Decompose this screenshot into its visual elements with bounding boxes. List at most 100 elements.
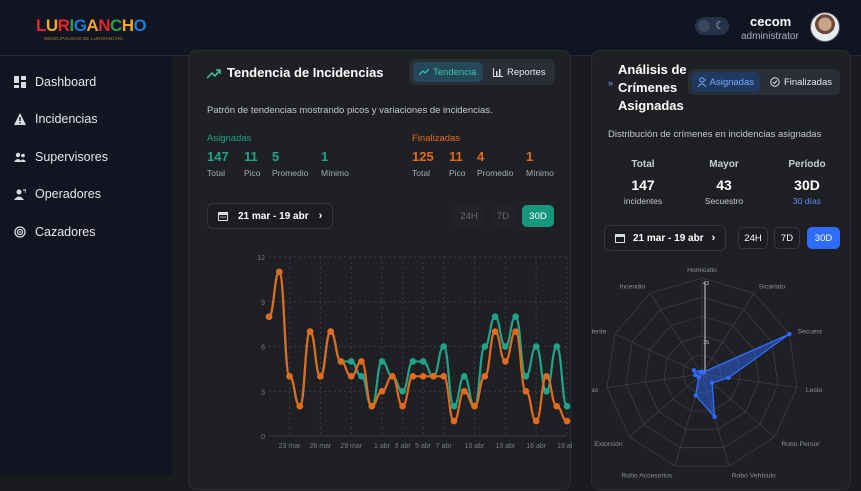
x-tick-label: 5 abr [415,443,432,450]
radar-axis-label: Robo Accesorios [621,473,673,480]
radar-spoke [701,373,775,438]
chevron-icon: » [608,78,614,88]
data-point [532,343,540,350]
radar-point [691,368,697,373]
app-logo[interactable]: LURIGANCHO MUNICIPALIDAD DE LURIGANCHO [36,14,147,44]
finalized-total: 125 [412,149,434,164]
assigned-min: 1 [321,149,329,164]
data-point [358,373,365,380]
data-point [378,358,386,365]
data-point [409,358,417,365]
radar-axis-label: Lesio [806,387,822,394]
trend-line-chart: 0 3 6 9 12 23 mar 26 mar 29 mar 1 abr 3 abr 5 abr 7… [257,255,572,450]
data-point [317,373,324,380]
data-point [563,402,571,410]
range-24h[interactable]: 24H [454,205,484,227]
trend-up-icon [419,68,429,76]
assigned-total: 147 [207,149,229,164]
radar-axis-label: Secuest [798,328,823,335]
analysis-description: Distribución de crímenes en incidencias … [608,129,822,140]
x-tick-label: 19 abr [557,443,572,450]
sidebar-item-supervisores[interactable]: Supervisores [14,150,108,164]
tab-tendencia[interactable]: Tendencia [413,62,483,82]
y-tick-label: 3 [261,389,265,396]
sidebar-item-cazadores[interactable]: Cazadores [14,225,95,239]
radar-grid-ring [625,296,779,449]
summary-value: 147 [631,177,655,193]
operator-icon [14,188,26,200]
data-point [347,358,355,365]
top-bar: LURIGANCHO MUNICIPALIDAD DE LURIGANCHO ☾… [0,0,861,56]
range-30d[interactable]: 30D [522,205,554,227]
sidebar-item-label: Incidencias [35,112,98,126]
data-point [347,373,355,380]
data-point [553,402,561,410]
radar-point [726,375,731,381]
radar-series-area [692,333,790,419]
users-icon [14,151,26,163]
analysis-date-range-picker[interactable]: 21 mar - 19 abr › [604,225,727,251]
summary-value: 30D [794,177,820,193]
range-24h[interactable]: 24H [738,227,768,249]
sidebar-item-label: Supervisores [35,150,108,164]
stat-label: Total [412,168,430,178]
warning-icon [14,113,26,125]
y-tick-label: 12 [257,255,265,262]
avatar[interactable] [810,12,840,42]
tab-reportes[interactable]: Reportes [487,62,553,82]
summary-sub: incidentes [623,196,663,206]
radar-axis-label: Robo Vehículo [732,473,776,480]
assigned-label: Asignadas [207,133,252,144]
range-7d[interactable]: 7D [774,227,800,249]
data-point [409,373,417,380]
radar-axis-label: rogas [592,387,599,394]
data-point [450,417,458,425]
radar-spoke [674,373,703,467]
radar-grid-ring [682,354,722,393]
user-role: administrator [741,31,799,42]
calendar-icon [218,212,228,221]
analysis-title-line: Asignadas [618,98,684,113]
radar-tick-label: 15 [703,340,709,346]
data-point [440,343,447,350]
radar-spoke [629,373,703,438]
radar-tick-label: 43 [703,281,709,287]
chevron-right-icon: › [711,232,716,244]
sidebar-item-incidencias[interactable]: Incidencias [14,112,98,126]
date-range-picker[interactable]: 21 mar - 19 abr › [207,203,334,229]
data-point [450,402,458,410]
theme-toggle[interactable]: ☾ [695,17,729,35]
radar-axis-label: Extorsión [594,441,623,448]
stat-label: Mínimo [526,168,554,178]
x-tick-label: 1 abr [374,443,391,450]
radar-point [693,393,698,398]
radar-point [698,369,703,375]
data-point [481,343,489,350]
tab-reportes-label: Reportes [507,66,546,78]
data-point [430,373,437,380]
summary-head: Período [788,159,826,170]
radar-point [693,372,698,378]
data-point [502,343,509,350]
trend-view-switch: Tendencia Reportes [409,59,555,85]
tab-finalizadas[interactable]: Finalizadas [764,72,838,92]
calendar-icon [615,234,625,243]
tab-asignadas[interactable]: Asignadas [692,72,760,92]
radar-point [696,374,701,380]
sidebar-item-dashboard[interactable]: Dashboard [14,75,96,89]
data-point [512,313,519,320]
crime-radar-chart: Homicidio Sicariato Secuest Lesio Robo Perso… [592,267,823,480]
data-point [358,358,365,365]
sidebar-item-operadores[interactable]: Operadores [14,187,101,201]
radar-axis-label: Incendio [620,284,646,291]
y-tick-label: 0 [261,434,265,441]
tab-finalizadas-label: Finalizadas [783,76,832,88]
radar-grid-ring [606,277,798,467]
user-plus-icon [698,77,706,87]
range-7d[interactable]: 7D [490,205,516,227]
analysis-title-line: Análisis de [618,62,687,77]
range-30d[interactable]: 30D [807,227,840,249]
data-point [389,373,396,380]
target-icon [14,226,26,238]
bar-chart-icon [493,67,503,77]
